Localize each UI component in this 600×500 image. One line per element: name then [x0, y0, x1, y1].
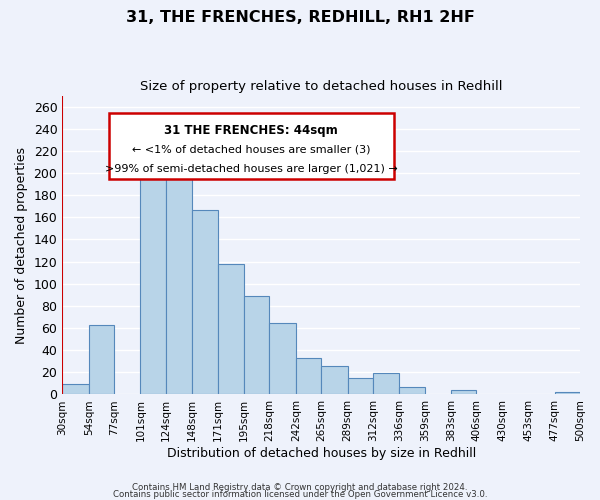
Text: Contains HM Land Registry data © Crown copyright and database right 2024.: Contains HM Land Registry data © Crown c… [132, 484, 468, 492]
Bar [218, 264, 244, 394]
Bar [347, 378, 373, 394]
Bar [400, 386, 425, 394]
Y-axis label: Number of detached properties: Number of detached properties [15, 146, 28, 344]
Bar [89, 324, 114, 394]
Bar [373, 374, 400, 394]
Bar [269, 322, 296, 394]
Bar [554, 392, 580, 394]
Text: 31, THE FRENCHES, REDHILL, RH1 2HF: 31, THE FRENCHES, REDHILL, RH1 2HF [125, 10, 475, 25]
X-axis label: Distribution of detached houses by size in Redhill: Distribution of detached houses by size … [167, 447, 476, 460]
Bar [166, 162, 192, 394]
Bar [296, 358, 321, 395]
Text: Contains public sector information licensed under the Open Government Licence v3: Contains public sector information licen… [113, 490, 487, 499]
Bar [451, 390, 476, 394]
Bar [192, 210, 218, 394]
Bar [244, 296, 269, 394]
Bar [321, 366, 347, 394]
Text: ← <1% of detached houses are smaller (3): ← <1% of detached houses are smaller (3) [132, 145, 371, 155]
Title: Size of property relative to detached houses in Redhill: Size of property relative to detached ho… [140, 80, 502, 93]
FancyBboxPatch shape [109, 114, 394, 179]
Text: >99% of semi-detached houses are larger (1,021) →: >99% of semi-detached houses are larger … [105, 164, 398, 174]
Text: 31 THE FRENCHES: 44sqm: 31 THE FRENCHES: 44sqm [164, 124, 338, 137]
Bar [140, 168, 166, 394]
Bar [62, 384, 89, 394]
